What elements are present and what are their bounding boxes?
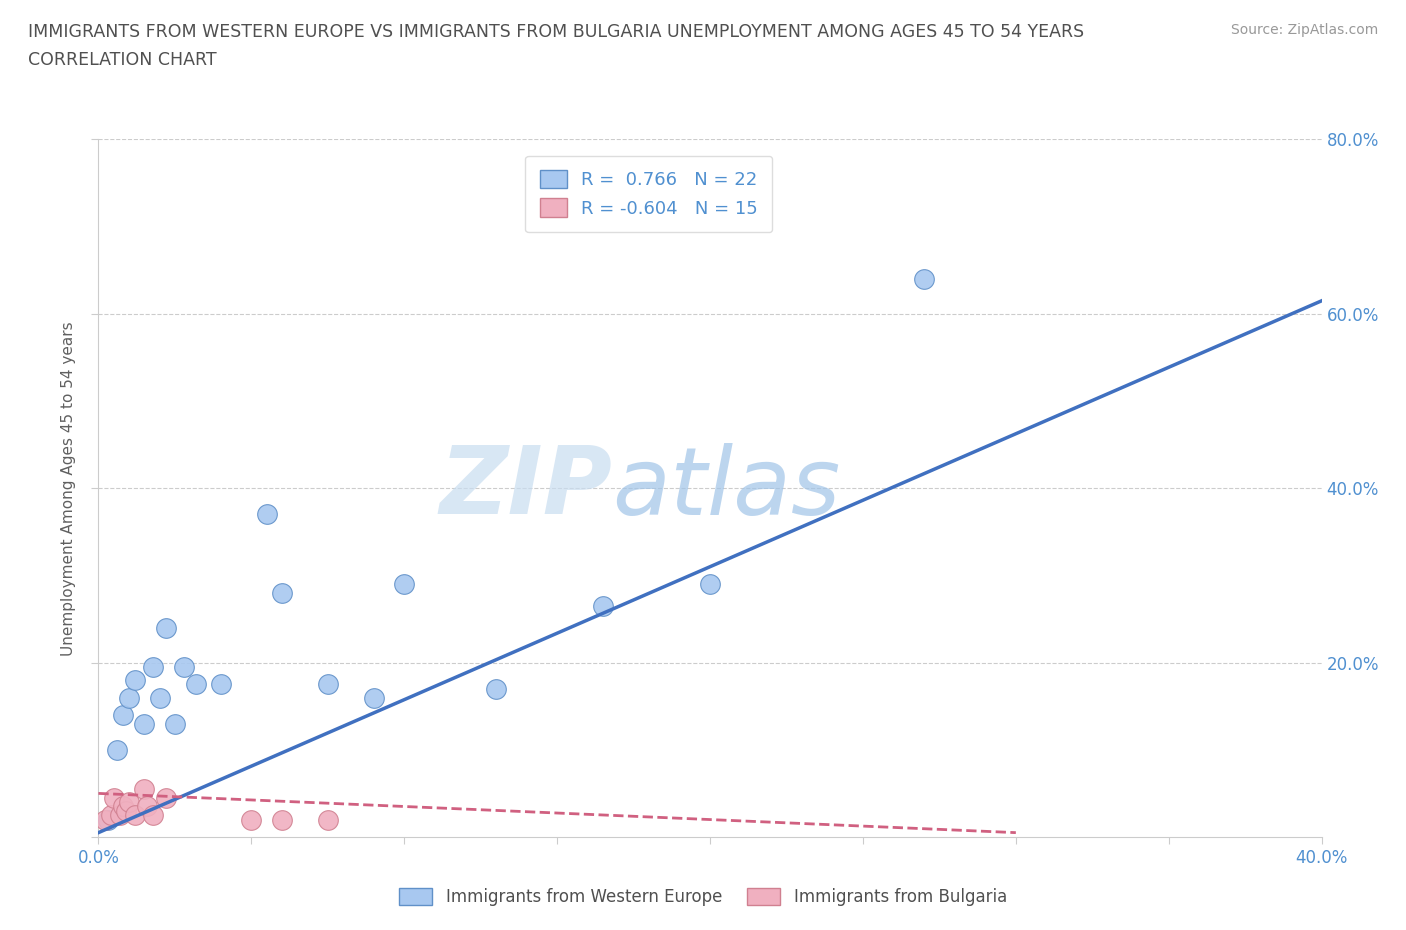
Text: atlas: atlas (612, 443, 841, 534)
Legend: R =  0.766   N = 22, R = -0.604   N = 15: R = 0.766 N = 22, R = -0.604 N = 15 (526, 155, 772, 232)
Point (209, 677, 232, 692)
Point (136, 799, 159, 814)
Point (270, 586, 292, 601)
Point (105, 742, 128, 757)
Point (912, 272, 935, 286)
Point (155, 790, 177, 805)
Point (134, 781, 156, 796)
Point (270, 812, 292, 827)
Point (186, 677, 208, 692)
Point (93, 812, 115, 827)
Point (316, 677, 339, 692)
Point (392, 577, 416, 591)
Point (97, 812, 120, 827)
Point (256, 507, 278, 522)
Point (134, 716, 156, 731)
Point (124, 808, 146, 823)
Text: CORRELATION CHART: CORRELATION CHART (28, 51, 217, 69)
Point (118, 794, 141, 809)
Point (173, 659, 195, 674)
Point (592, 599, 614, 614)
Point (149, 690, 172, 705)
Point (124, 672, 146, 687)
Point (240, 812, 263, 827)
Point (316, 812, 339, 827)
Point (485, 682, 508, 697)
Point (111, 799, 134, 814)
Point (111, 708, 134, 723)
Point (142, 808, 165, 823)
Point (115, 804, 138, 818)
Point (100, 808, 122, 823)
Text: Source: ZipAtlas.com: Source: ZipAtlas.com (1230, 23, 1378, 37)
Point (108, 808, 131, 823)
Y-axis label: Unemployment Among Ages 45 to 54 years: Unemployment Among Ages 45 to 54 years (60, 321, 76, 656)
Point (163, 716, 186, 731)
Point (142, 659, 165, 674)
Text: IMMIGRANTS FROM WESTERN EUROPE VS IMMIGRANTS FROM BULGARIA UNEMPLOYMENT AMONG AG: IMMIGRANTS FROM WESTERN EUROPE VS IMMIGR… (28, 23, 1084, 41)
Point (103, 790, 125, 805)
Point (699, 577, 721, 591)
Point (118, 690, 141, 705)
Text: ZIP: ZIP (439, 443, 612, 534)
Point (155, 620, 177, 635)
Legend: Immigrants from Western Europe, Immigrants from Bulgaria: Immigrants from Western Europe, Immigran… (392, 881, 1014, 912)
Point (363, 690, 385, 705)
